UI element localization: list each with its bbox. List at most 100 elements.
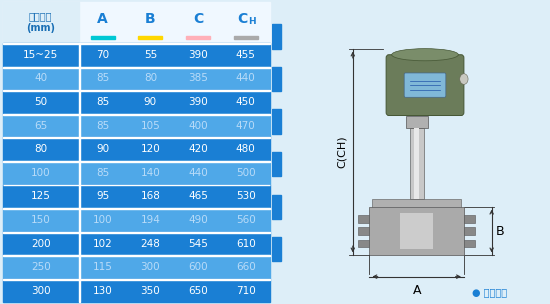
Bar — [3, 232, 270, 233]
Text: C: C — [193, 12, 204, 26]
Bar — [3, 185, 270, 208]
Bar — [272, 109, 280, 134]
Text: 100: 100 — [93, 215, 112, 225]
Text: 390: 390 — [188, 50, 208, 60]
Text: 70: 70 — [96, 50, 109, 60]
Text: 80: 80 — [34, 144, 47, 154]
Text: 194: 194 — [140, 215, 161, 225]
Bar — [405, 116, 428, 128]
Text: 350: 350 — [140, 286, 160, 296]
Text: 85: 85 — [96, 97, 109, 107]
Text: 500: 500 — [236, 168, 256, 178]
Text: 95: 95 — [96, 191, 109, 201]
Text: 455: 455 — [236, 50, 256, 60]
Text: B: B — [496, 225, 504, 237]
Bar — [3, 2, 79, 43]
Bar — [79, 67, 80, 90]
Text: 650: 650 — [188, 286, 208, 296]
Text: 440: 440 — [188, 168, 208, 178]
Bar — [464, 240, 475, 247]
Text: 125: 125 — [31, 191, 51, 201]
Bar — [3, 90, 270, 91]
Text: 140: 140 — [140, 168, 160, 178]
Text: 420: 420 — [188, 144, 208, 154]
Bar — [272, 195, 280, 219]
Bar — [410, 128, 424, 199]
Text: 490: 490 — [188, 215, 208, 225]
Text: 250: 250 — [31, 262, 51, 272]
Text: 55: 55 — [144, 50, 157, 60]
Bar — [359, 240, 370, 247]
Text: 200: 200 — [31, 239, 51, 248]
Text: H: H — [248, 17, 255, 26]
Bar — [186, 36, 210, 40]
Text: B: B — [145, 12, 156, 26]
Text: 385: 385 — [188, 74, 208, 83]
Bar — [79, 232, 80, 255]
Text: 115: 115 — [93, 262, 113, 272]
Bar — [3, 43, 270, 44]
Bar — [400, 213, 433, 249]
Text: 440: 440 — [236, 74, 256, 83]
Bar — [3, 232, 270, 255]
Bar — [79, 137, 80, 161]
Ellipse shape — [460, 74, 468, 84]
Bar — [359, 227, 370, 235]
Bar — [3, 2, 270, 43]
Bar — [79, 185, 80, 208]
Text: 300: 300 — [31, 286, 51, 296]
Text: 50: 50 — [34, 97, 47, 107]
Bar — [3, 255, 270, 279]
Text: 105: 105 — [140, 121, 160, 131]
Bar — [79, 43, 80, 67]
Text: 710: 710 — [236, 286, 256, 296]
Text: 130: 130 — [93, 286, 113, 296]
Bar — [234, 36, 257, 40]
Text: 560: 560 — [236, 215, 256, 225]
Bar — [3, 137, 270, 138]
Text: 610: 610 — [236, 239, 256, 248]
Bar — [79, 90, 80, 114]
Bar — [91, 36, 114, 40]
Bar — [464, 227, 475, 235]
Text: 80: 80 — [144, 74, 157, 83]
Text: 100: 100 — [31, 168, 51, 178]
Text: 15~25: 15~25 — [23, 50, 58, 60]
Bar — [464, 215, 475, 223]
Text: A: A — [412, 284, 421, 297]
Bar — [272, 67, 280, 91]
Text: 465: 465 — [188, 191, 208, 201]
Text: 248: 248 — [140, 239, 161, 248]
Text: 102: 102 — [93, 239, 113, 248]
Bar — [3, 43, 270, 67]
Bar — [3, 137, 270, 161]
Text: 530: 530 — [236, 191, 256, 201]
Text: 120: 120 — [140, 144, 160, 154]
Text: 390: 390 — [188, 97, 208, 107]
Bar — [3, 161, 270, 162]
Text: 480: 480 — [236, 144, 256, 154]
Bar — [3, 90, 270, 114]
Bar — [370, 207, 464, 255]
Text: 470: 470 — [236, 121, 256, 131]
Text: 85: 85 — [96, 168, 109, 178]
Text: 85: 85 — [96, 74, 109, 83]
Bar — [272, 24, 280, 49]
Text: 600: 600 — [188, 262, 208, 272]
Bar — [79, 114, 80, 137]
FancyBboxPatch shape — [404, 73, 446, 97]
Bar — [3, 114, 270, 115]
Text: 300: 300 — [141, 262, 160, 272]
Bar — [3, 279, 270, 280]
Text: C(CH): C(CH) — [337, 136, 346, 168]
Bar — [79, 279, 80, 302]
Text: 400: 400 — [188, 121, 208, 131]
Bar — [3, 161, 270, 185]
Text: 660: 660 — [236, 262, 256, 272]
Text: A: A — [97, 12, 108, 26]
Text: 40: 40 — [34, 74, 47, 83]
Text: 85: 85 — [96, 121, 109, 131]
Text: 150: 150 — [31, 215, 51, 225]
FancyBboxPatch shape — [386, 55, 464, 116]
Text: 545: 545 — [188, 239, 208, 248]
